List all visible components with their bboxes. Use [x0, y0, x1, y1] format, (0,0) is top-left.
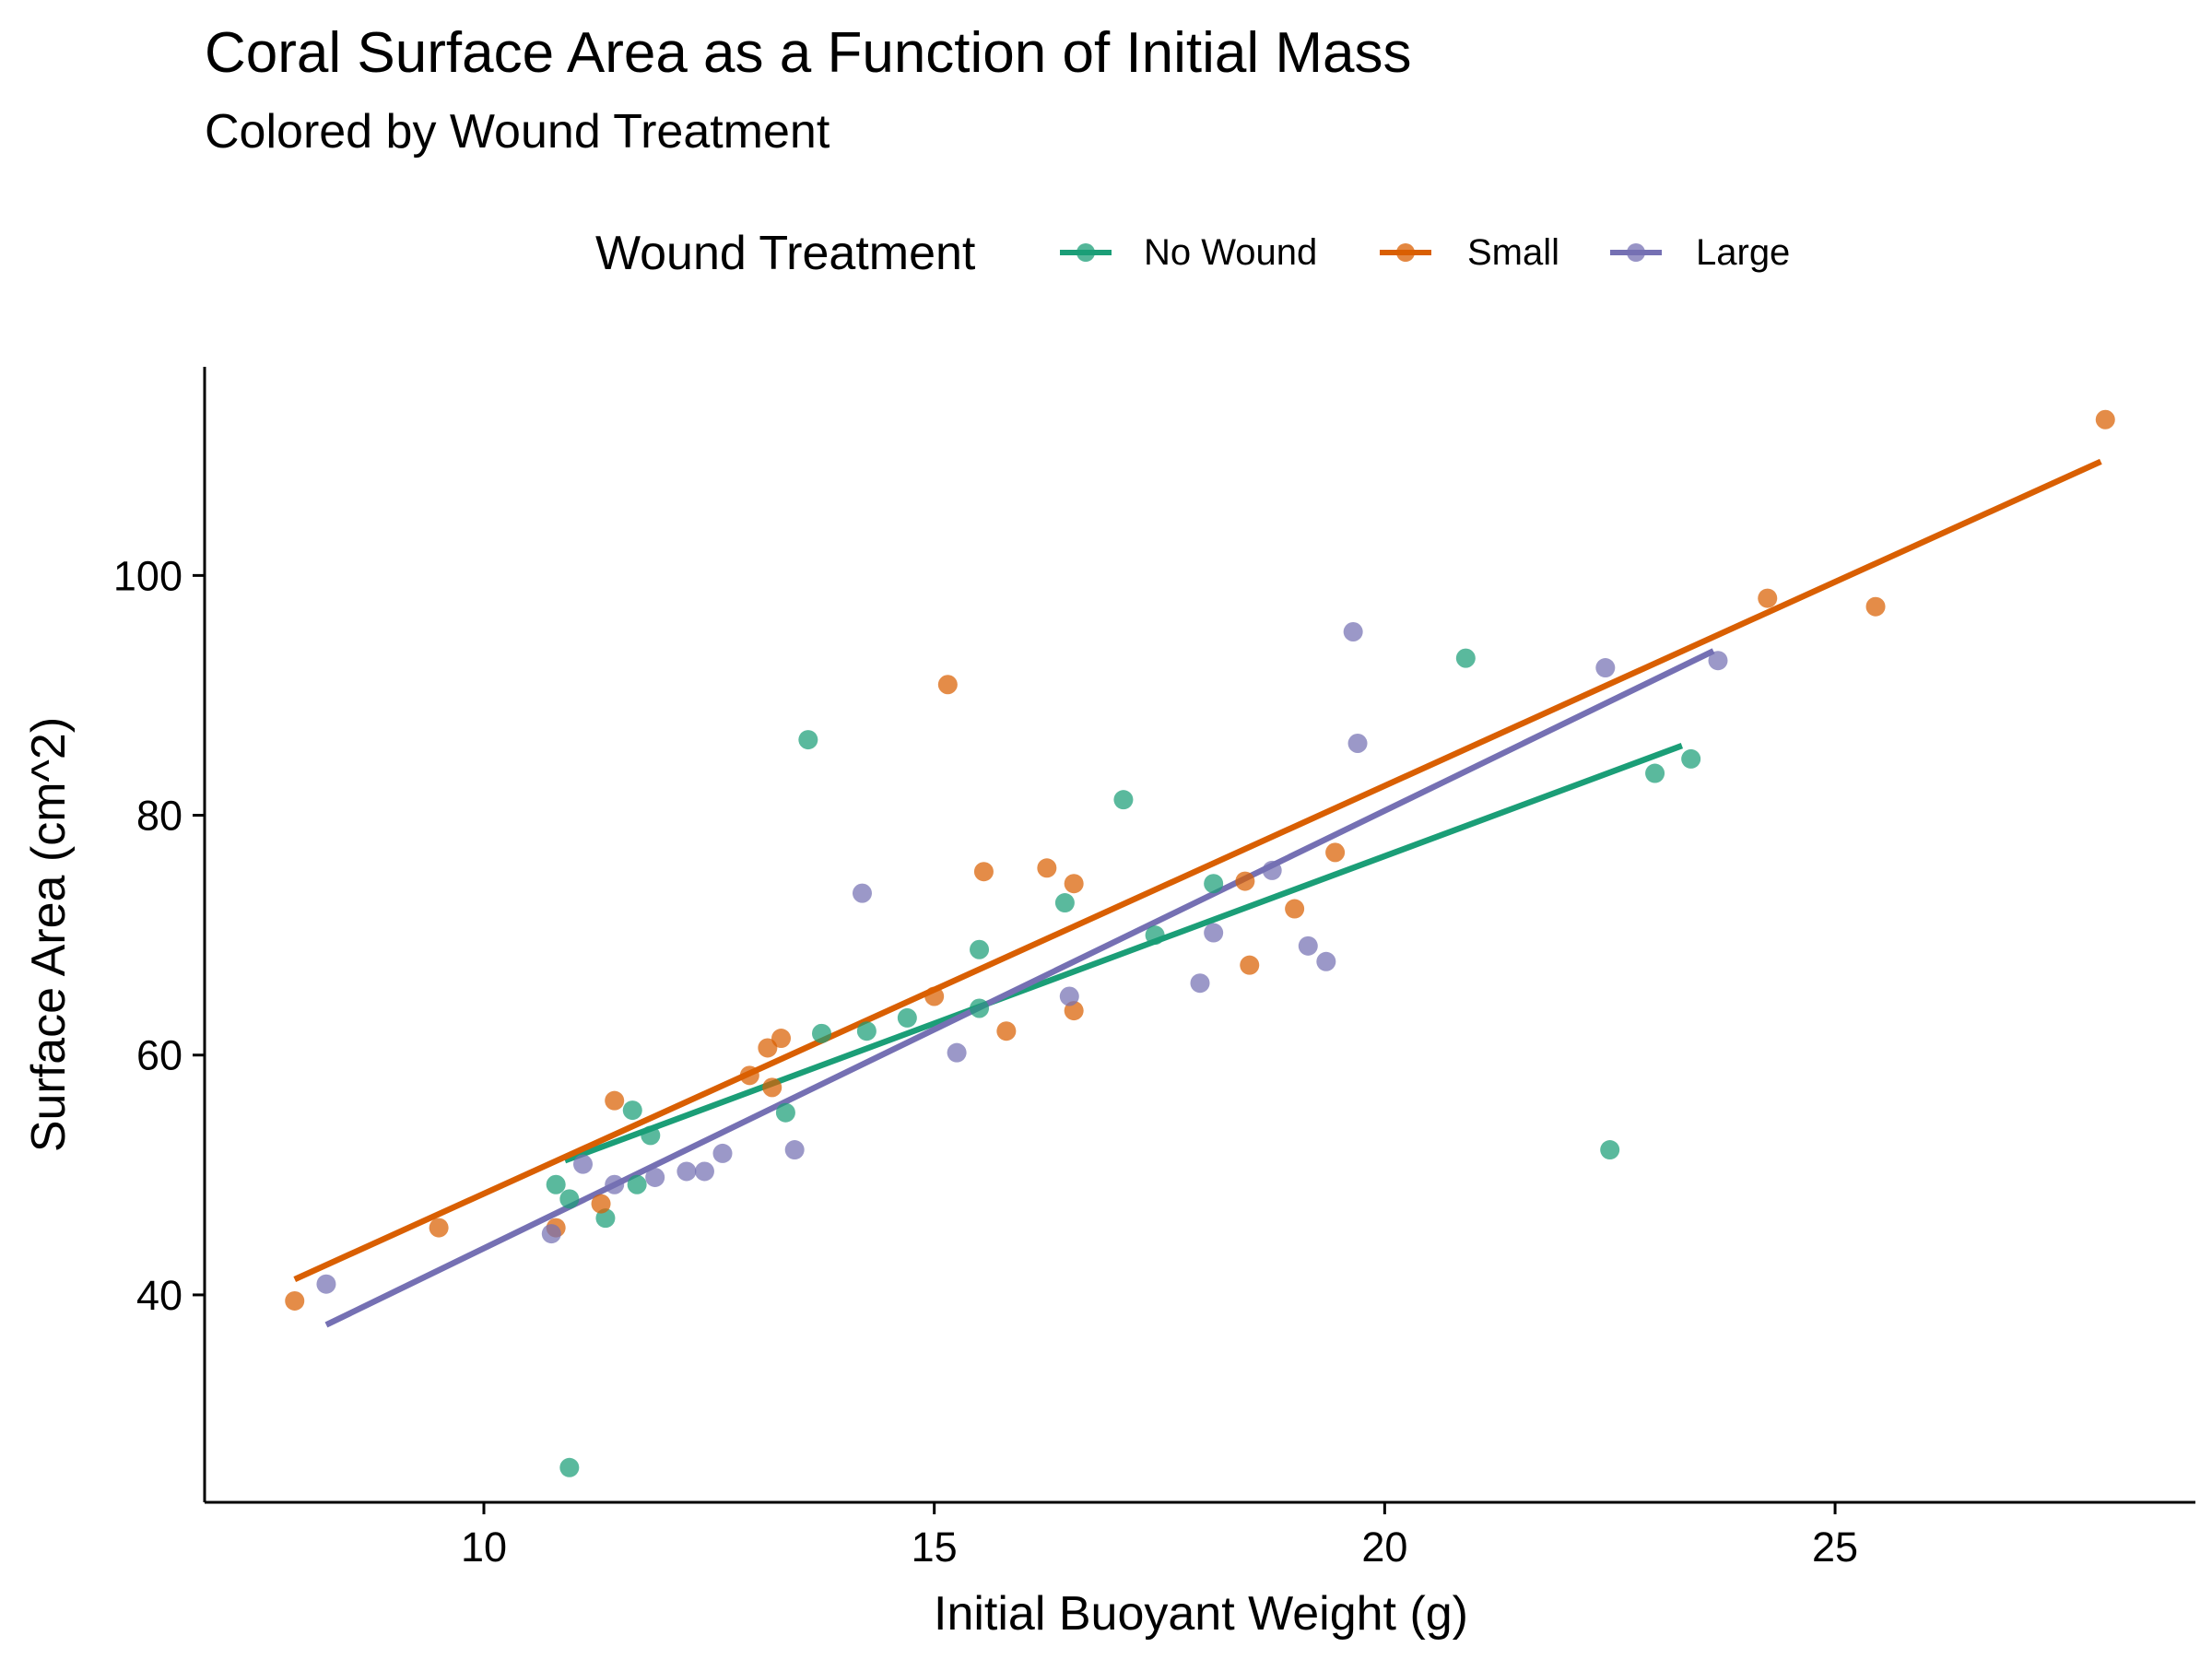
data-point-small	[996, 1021, 1017, 1041]
data-point-small	[771, 1029, 792, 1049]
data-point-no-wound	[897, 1007, 917, 1028]
data-point-small	[739, 1065, 759, 1086]
data-point-large	[1708, 651, 1728, 671]
data-point-no-wound	[812, 1023, 832, 1043]
data-point-large	[784, 1140, 805, 1160]
data-point-large	[712, 1143, 733, 1163]
data-point-no-wound	[546, 1174, 566, 1194]
data-point-large	[694, 1161, 714, 1182]
data-point-large	[316, 1274, 336, 1294]
data-point-small	[591, 1194, 611, 1214]
data-point-small	[1235, 871, 1255, 891]
data-point-no-wound	[1145, 925, 1165, 946]
y-tick-label: 80	[136, 793, 182, 840]
y-tick-label: 40	[136, 1272, 182, 1319]
data-point-no-wound	[559, 1457, 580, 1477]
data-point-small	[1064, 874, 1084, 894]
data-point-no-wound	[1054, 893, 1075, 913]
fit-line-large	[324, 648, 1715, 1328]
legend-key-dot	[1396, 243, 1415, 262]
data-point-no-wound	[622, 1100, 642, 1121]
data-point-large	[1262, 860, 1282, 880]
data-point-large	[541, 1224, 561, 1244]
legend-label: No Wound	[1144, 232, 1317, 273]
data-point-no-wound	[1600, 1140, 1620, 1160]
series-small-points	[285, 409, 2115, 1311]
data-point-large	[1595, 658, 1616, 678]
legend-item-no-wound: No Wound	[1060, 232, 1317, 273]
data-point-small	[2095, 409, 2115, 429]
data-point-no-wound	[559, 1189, 580, 1209]
chart-subtitle: Colored by Wound Treatment	[205, 105, 830, 159]
legend-key-dot	[1627, 243, 1645, 262]
fit-line-no-wound	[563, 743, 1684, 1164]
data-point-no-wound	[798, 730, 818, 750]
data-point-small	[1285, 899, 1305, 919]
data-point-small	[429, 1218, 449, 1238]
series-no-wound-points	[546, 648, 1701, 1477]
y-tick-label: 60	[136, 1032, 182, 1079]
data-point-large	[1343, 622, 1363, 642]
chart-title: Coral Surface Area as a Function of Init…	[205, 21, 1412, 85]
data-point-small	[605, 1090, 625, 1111]
data-point-no-wound	[970, 939, 990, 959]
legend-label: Large	[1696, 232, 1790, 273]
legend-title: Wound Treatment	[595, 227, 976, 280]
data-point-large	[677, 1161, 697, 1182]
data-point-no-wound	[970, 998, 990, 1018]
legend-label: Small	[1467, 232, 1559, 273]
data-point-large	[1059, 986, 1079, 1006]
data-point-no-wound	[627, 1174, 647, 1194]
data-point-large	[1347, 733, 1368, 753]
legend-item-small: Small	[1380, 232, 1559, 273]
data-point-small	[973, 862, 994, 882]
data-point-no-wound	[1113, 790, 1134, 810]
x-tick-label: 25	[1812, 1524, 1858, 1571]
data-point-small	[937, 675, 958, 695]
data-point-no-wound	[641, 1125, 661, 1146]
data-point-small	[758, 1038, 778, 1058]
data-point-large	[645, 1167, 665, 1187]
legend-item-large: Large	[1610, 232, 1790, 273]
data-point-small	[1240, 955, 1260, 975]
data-point-large	[852, 883, 872, 903]
data-point-large	[947, 1042, 967, 1063]
legend: Wound Treatment No Wound Small Large	[595, 227, 1790, 280]
data-point-large	[1298, 935, 1318, 956]
data-point-large	[572, 1154, 593, 1174]
data-point-no-wound	[1645, 763, 1665, 783]
x-tick-label: 10	[461, 1524, 507, 1571]
legend-key-dot	[1077, 243, 1095, 262]
data-point-no-wound	[1204, 874, 1224, 894]
data-point-small	[762, 1077, 782, 1098]
data-point-large	[1316, 951, 1336, 971]
axes	[203, 367, 2195, 1504]
data-point-small	[285, 1290, 305, 1311]
data-point-large	[1190, 973, 1210, 994]
data-point-no-wound	[856, 1021, 877, 1041]
data-point-small	[924, 986, 945, 1006]
data-point-small	[1865, 596, 1886, 617]
series-large-points	[316, 622, 1728, 1294]
x-axis-label: Initial Buoyant Weight (g)	[934, 1587, 1468, 1641]
x-tick-label: 20	[1361, 1524, 1407, 1571]
data-point-small	[1325, 842, 1346, 863]
data-point-small	[1758, 588, 1778, 608]
fit-line-small	[293, 458, 2102, 1282]
data-point-large	[605, 1174, 625, 1194]
x-tick-label: 15	[912, 1524, 958, 1571]
y-tick-label: 100	[113, 552, 182, 599]
data-point-no-wound	[1681, 748, 1701, 769]
y-axis-label: Surface Area (cm^2)	[22, 717, 76, 1152]
data-point-no-wound	[1455, 648, 1476, 668]
data-point-no-wound	[775, 1102, 795, 1123]
data-point-small	[1037, 858, 1057, 878]
data-point-large	[1204, 923, 1224, 943]
